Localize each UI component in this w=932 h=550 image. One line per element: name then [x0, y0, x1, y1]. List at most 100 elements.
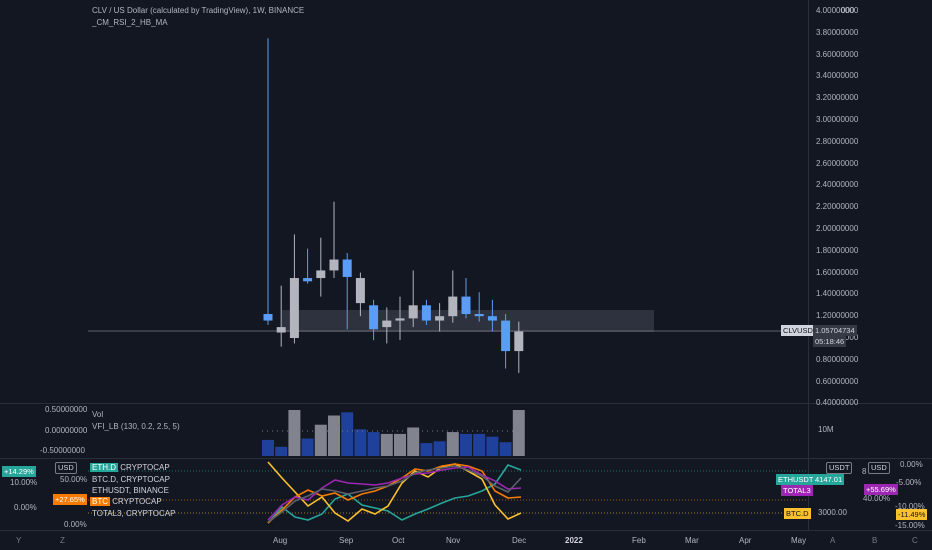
candle-body — [316, 270, 326, 279]
candle-body — [382, 320, 392, 328]
candle-body — [263, 314, 273, 321]
price-tick: 2.40000000 — [816, 180, 859, 190]
time-label: Dec — [512, 536, 527, 545]
candle[interactable] — [514, 321, 524, 373]
price-tick: 2.00000000 — [816, 224, 859, 233]
candle[interactable] — [329, 201, 339, 279]
corner-letter-c[interactable]: C — [912, 536, 918, 545]
price-axis-border — [808, 0, 809, 530]
legend-row-3[interactable]: ETHUSDT, BINANCE — [92, 486, 169, 495]
time-label: Feb — [632, 536, 646, 545]
volume-bar — [367, 432, 380, 456]
vol-label[interactable]: Vol — [92, 410, 104, 419]
price-tick: 1.60000000 — [816, 267, 859, 277]
candle-body — [303, 278, 313, 282]
candle[interactable] — [474, 292, 484, 322]
btcd-line — [267, 461, 522, 522]
candle[interactable] — [355, 272, 365, 317]
candle-body — [435, 316, 445, 321]
candle[interactable] — [316, 237, 326, 297]
candle-body — [289, 278, 299, 338]
legend-row-4[interactable]: BTC CRYPTOCAP — [90, 497, 162, 507]
price-tick: 2.80000000 — [816, 136, 859, 146]
price-tick: 1.80000000 — [816, 245, 859, 255]
candle[interactable] — [395, 296, 405, 341]
candle[interactable] — [421, 299, 431, 325]
price-tick: 0.80000000 — [816, 354, 859, 364]
candle-body — [461, 296, 471, 315]
candle[interactable] — [263, 38, 273, 325]
vol-right-tick: 10M — [818, 425, 834, 434]
candle[interactable] — [289, 234, 299, 344]
volume-bar — [288, 410, 301, 456]
candle[interactable] — [448, 270, 458, 323]
legend-row-5[interactable]: TOTAL3, CRYPTOCAP — [92, 509, 176, 518]
candle[interactable] — [408, 270, 418, 328]
vol-left-tick-1: 0.50000000 — [45, 405, 88, 414]
volume-bar — [473, 433, 486, 456]
candle[interactable] — [461, 278, 471, 319]
legend-row-2[interactable]: BTC.D, CRYPTOCAP — [92, 475, 170, 484]
candle[interactable] — [435, 303, 445, 332]
left-scale-1: 10.00% — [10, 478, 38, 487]
volume-bar — [354, 429, 367, 456]
time-label: Apr — [739, 536, 752, 545]
pane-separator-timeaxis — [0, 530, 932, 531]
right-tag-total3: TOTAL3 — [781, 485, 813, 496]
volume-bar — [380, 433, 393, 456]
candle[interactable] — [276, 285, 286, 347]
candle[interactable] — [369, 299, 379, 341]
vfi-label[interactable]: VFI_LB (130, 0.2, 2.5, 5) — [92, 422, 180, 431]
far-right-scale-4: -10.00% — [895, 502, 925, 511]
corner-letter-a[interactable]: A — [830, 536, 836, 545]
right-tag-ethusdt: ETHUSDT — [776, 474, 816, 485]
far-right-scale-2: -5.00% — [896, 478, 922, 487]
price-tick: 3.20000000 — [816, 93, 859, 103]
corner-letter-z[interactable]: Z — [60, 536, 65, 545]
candle-body — [501, 320, 511, 352]
price-tick: 1.20000000 — [816, 311, 859, 321]
candle[interactable] — [342, 252, 352, 330]
volume-bar — [262, 439, 274, 456]
legend-row-1[interactable]: ETH.D CRYPTOCAP — [90, 463, 170, 473]
corner-letter-y[interactable]: Y — [16, 536, 22, 545]
time-label: Nov — [446, 536, 461, 545]
right-currency-usdt[interactable]: USDT — [826, 462, 853, 474]
time-label: Aug — [273, 536, 288, 545]
far-right-badge-total3: +55.69% — [864, 484, 898, 495]
candle-body — [395, 318, 405, 321]
candle-body — [514, 331, 524, 352]
volume-bar — [486, 436, 499, 456]
far-right-currency-usd[interactable]: USD — [868, 462, 890, 474]
candle-body — [355, 278, 365, 304]
candle-body — [369, 305, 379, 330]
price-tick: 1.40000000 — [816, 289, 859, 299]
chart-title[interactable]: CLV / US Dollar (calculated by TradingVi… — [92, 6, 305, 15]
legend-text-4: CRYPTOCAP — [112, 497, 162, 506]
volume-bar — [328, 415, 340, 456]
left-currency-usd[interactable]: USD — [55, 462, 77, 474]
left-scale-4: 0.00% — [64, 520, 87, 529]
time-label: Mar — [685, 536, 699, 545]
candle-body — [474, 314, 484, 317]
indicator-label[interactable]: _CM_RSI_2_HB_MA — [92, 18, 168, 27]
far-right-scale-3: 40.00% — [863, 494, 891, 503]
candle[interactable] — [382, 307, 392, 344]
legend-sym-ethd: ETH.D — [90, 463, 118, 472]
volume-bar — [446, 432, 459, 456]
price-axis-partial: 000 — [841, 6, 855, 15]
volume-bar — [394, 433, 406, 456]
countdown-tag: 05:18:46 — [813, 336, 847, 347]
corner-letter-b[interactable]: B — [872, 536, 878, 545]
volume-bar — [460, 433, 472, 456]
candle-body — [421, 305, 431, 321]
pane-separator-compare[interactable] — [0, 458, 932, 459]
time-label: 2022 — [565, 536, 583, 545]
candle[interactable] — [487, 299, 497, 332]
pane-separator-vol[interactable] — [0, 403, 932, 404]
vol-left-tick-3: -0.50000000 — [40, 446, 85, 455]
volume-bar — [420, 443, 433, 456]
candle[interactable] — [303, 248, 313, 284]
candle[interactable] — [501, 314, 511, 369]
